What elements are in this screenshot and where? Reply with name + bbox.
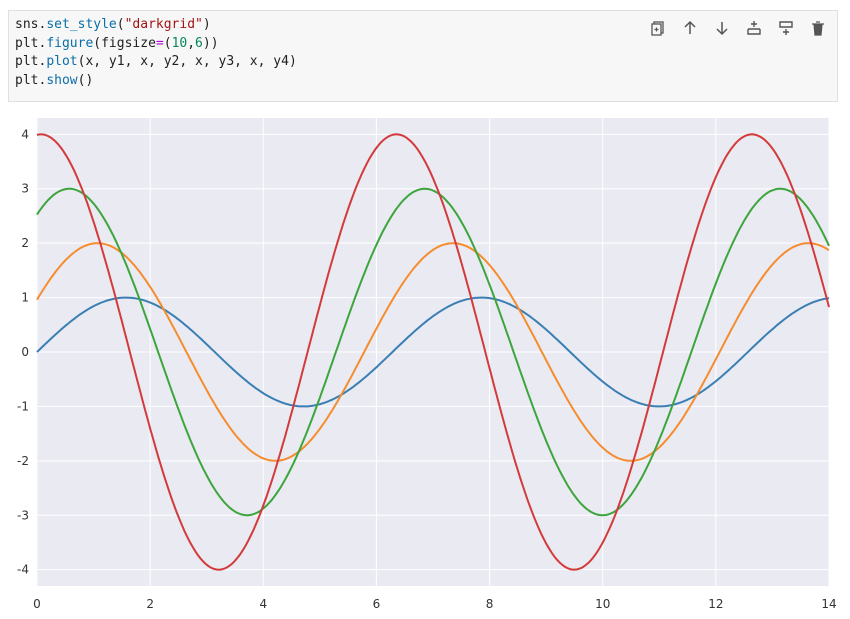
x-tick-label: 0 — [33, 597, 41, 611]
code-cell[interactable]: sns.set_style("darkgrid") plt.figure(fig… — [8, 10, 838, 102]
y-tick-label: -1 — [17, 399, 29, 413]
code-token: ) — [202, 17, 211, 32]
delete-cell-button[interactable] — [807, 17, 829, 39]
x-tick-label: 12 — [708, 597, 723, 611]
code-token: . — [38, 35, 47, 51]
code-editor[interactable]: sns.set_style("darkgrid") plt.figure(fig… — [15, 16, 297, 90]
y-tick-label: 4 — [21, 127, 29, 141]
arrow-down-icon — [716, 22, 728, 36]
x-tick-label: 14 — [821, 597, 836, 611]
code-token: plt — [15, 54, 39, 69]
y-tick-label: 2 — [21, 236, 29, 250]
code-token: sns — [15, 17, 39, 32]
y-tick-label: -3 — [17, 508, 29, 522]
code-token: set_style — [46, 17, 117, 32]
y-tick-label: 3 — [21, 182, 29, 196]
code-token: )) — [202, 35, 219, 51]
series-3-line — [36, 187, 830, 517]
series-4-line — [36, 133, 830, 571]
x-tick-label: 8 — [486, 597, 494, 611]
y-tick-label: -2 — [17, 454, 29, 468]
move-down-button[interactable] — [711, 17, 733, 39]
code-token: 6 — [195, 35, 203, 51]
x-tick-label: 10 — [595, 597, 610, 611]
code-token: () — [77, 72, 94, 88]
code-token: . — [38, 17, 47, 32]
y-tick-label: 1 — [21, 291, 29, 305]
x-tick-label: 6 — [373, 597, 381, 611]
cell-toolbar — [647, 17, 829, 39]
code-line: plt.figure(figsize=(10,6)) — [15, 36, 219, 51]
code-token: (figsize — [93, 35, 156, 51]
code-token: plot — [46, 54, 78, 69]
insert-below-icon — [779, 21, 793, 35]
insert-above-button[interactable] — [743, 17, 765, 39]
code-token: 10 — [171, 35, 188, 51]
cell-output: 0 2 4 6 8 10 12 14 4 3 2 1 0 -1 -2 -3 -4 — [0, 108, 850, 619]
x-tick-label: 2 — [146, 597, 154, 611]
code-token: "darkgrid" — [124, 17, 203, 32]
code-token: ( — [116, 17, 125, 32]
arrow-up-icon — [684, 20, 696, 34]
insert-below-button[interactable] — [775, 17, 797, 39]
code-line: plt.show() — [15, 73, 93, 88]
code-line: sns.set_style("darkgrid") — [15, 17, 211, 32]
copy-cell-button[interactable] — [647, 17, 669, 39]
code-line: plt.plot(x, y1, x, y2, x, y3, x, y4) — [15, 54, 297, 69]
y-tick-label: 0 — [21, 345, 29, 359]
move-up-button[interactable] — [679, 17, 701, 39]
code-token: ( — [163, 35, 172, 51]
code-token: = — [155, 35, 164, 51]
code-token: . — [38, 54, 47, 69]
code-token: . — [38, 72, 47, 88]
insert-above-icon — [747, 21, 761, 35]
series-2-line — [36, 242, 830, 462]
code-token: figure — [46, 35, 94, 51]
trash-icon — [812, 21, 824, 36]
code-token: (x, y1, x, y2, x, y3, x, y4) — [77, 54, 297, 69]
code-token: plt — [15, 35, 39, 51]
code-token: plt — [15, 72, 39, 88]
code-token: show — [46, 72, 78, 88]
x-tick-label: 4 — [259, 597, 267, 611]
code-token: , — [187, 35, 196, 51]
y-tick-label: -4 — [17, 563, 29, 577]
copy-icon — [651, 21, 664, 36]
